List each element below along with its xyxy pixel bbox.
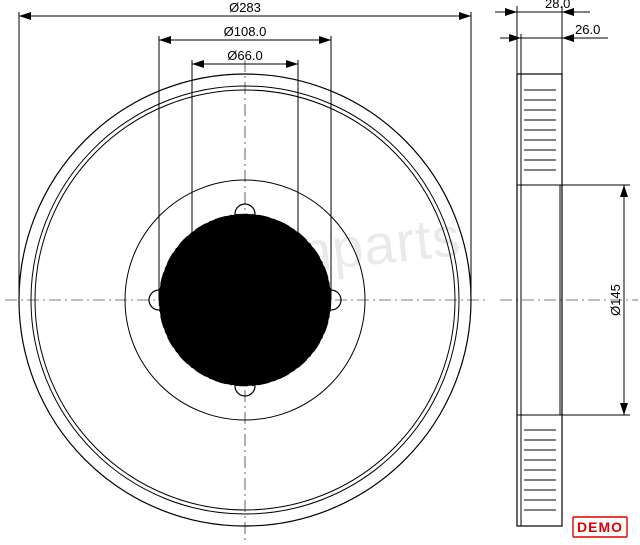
dim-66-label: Ø66.0 [227, 48, 262, 63]
dim-283-label: Ø283 [229, 0, 261, 15]
front-view [5, 60, 485, 540]
demo-label: DEMO [577, 519, 623, 535]
dim-108-label: Ø108.0 [224, 24, 267, 39]
dim-26-label: 26.0 [575, 22, 600, 37]
dim-28-label: 28.0 [545, 0, 570, 11]
dim-145-label: Ø145 [608, 284, 623, 316]
demo-badge: DEMO [573, 517, 627, 537]
